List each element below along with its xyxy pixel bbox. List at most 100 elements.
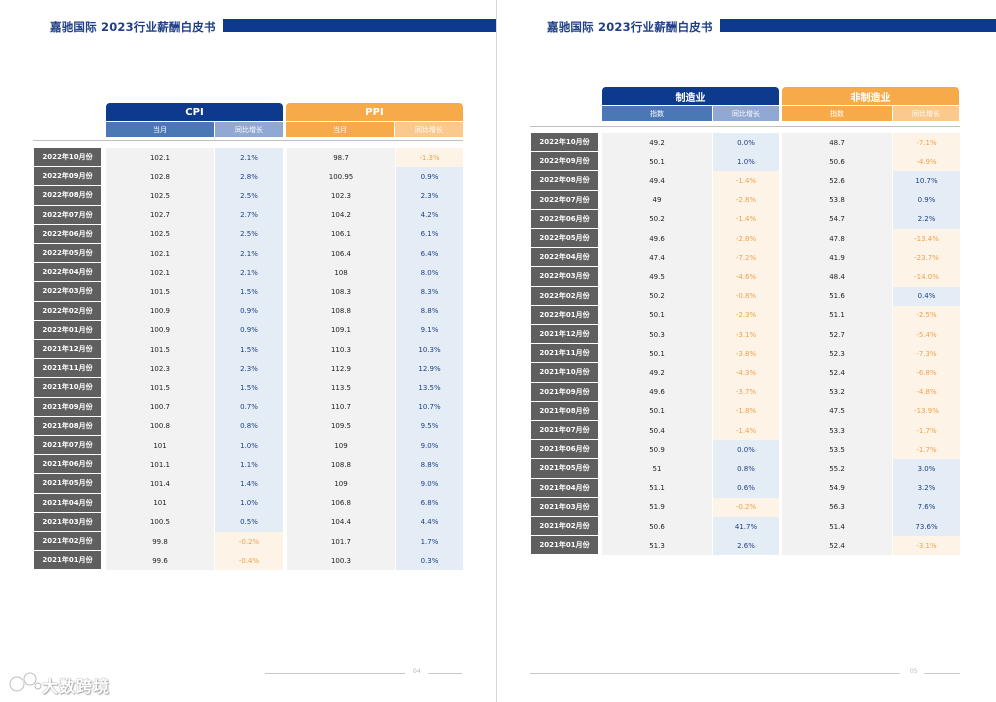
value-cell: 109.5 [287, 416, 395, 436]
page-number: 05 [910, 668, 918, 675]
value-cell: 53.5 [782, 440, 892, 460]
sub-header: 同比增长 [713, 106, 779, 121]
growth-cell: -3.1% [893, 536, 960, 556]
growth-cell: 12.9% [396, 359, 463, 379]
growth-cell: 0.9% [893, 190, 960, 210]
growth-cell: 2.7% [215, 205, 283, 225]
growth-cell: 2.6% [713, 536, 779, 556]
row-label: 2022年05月份 [531, 229, 598, 248]
value-cell: 102.8 [106, 167, 214, 187]
value-cell: 52.7 [782, 325, 892, 345]
row-label: 2021年11月份 [34, 359, 101, 378]
growth-cell: 2.5% [215, 224, 283, 244]
value-cell: 102.1 [106, 263, 214, 283]
value-cell: 99.8 [106, 532, 214, 552]
watermark-icon [8, 671, 42, 693]
row-label: 2022年10月份 [34, 148, 101, 167]
sub-header: 同比增长 [893, 106, 959, 121]
value-cell: 113.5 [287, 378, 395, 398]
growth-cell: -1.3% [396, 148, 463, 168]
row-label: 2022年07月份 [34, 205, 101, 224]
growth-cell: 8.3% [396, 282, 463, 302]
growth-cell: 9.0% [396, 436, 463, 456]
growth-cell: 6.1% [396, 224, 463, 244]
sub-header: 当月 [106, 122, 214, 137]
growth-cell: 0.9% [215, 301, 283, 321]
row-label: 2022年09月份 [531, 152, 598, 171]
page-number: 04 [413, 668, 421, 675]
value-cell: 101.4 [106, 474, 214, 494]
growth-cell: -7.3% [893, 344, 960, 364]
row-label: 2022年06月份 [34, 224, 101, 243]
growth-cell: 8.8% [396, 301, 463, 321]
row-label: 2022年02月份 [531, 286, 598, 305]
growth-cell: -1.4% [713, 421, 779, 441]
value-cell: 50.3 [602, 325, 712, 345]
row-label: 2021年12月份 [531, 325, 598, 344]
growth-cell: 6.4% [396, 244, 463, 264]
growth-cell: 73.6% [893, 517, 960, 537]
value-cell: 53.2 [782, 382, 892, 402]
growth-cell: -1.4% [713, 209, 779, 229]
growth-cell: 10.3% [396, 340, 463, 360]
value-cell: 110.7 [287, 397, 395, 417]
header-bar [223, 19, 496, 32]
growth-cell: -1.7% [893, 440, 960, 460]
footer-line [428, 673, 462, 674]
value-cell: 49 [602, 190, 712, 210]
row-label: 2021年06月份 [531, 440, 598, 459]
growth-cell: 2.8% [215, 167, 283, 187]
value-cell: 102.7 [106, 205, 214, 225]
growth-cell: -0.4% [215, 551, 283, 571]
growth-cell: 1.0% [215, 436, 283, 456]
growth-cell: 0.9% [215, 320, 283, 340]
value-cell: 50.4 [602, 421, 712, 441]
value-cell: 52.6 [782, 171, 892, 191]
growth-cell: 0.0% [713, 133, 779, 153]
value-cell: 101 [106, 493, 214, 513]
value-cell: 108.8 [287, 455, 395, 475]
page-spine [496, 0, 497, 702]
value-cell: 47.4 [602, 248, 712, 268]
value-cell: 50.1 [602, 152, 712, 172]
row-label: 2022年02月份 [34, 301, 101, 320]
row-label: 2022年05月份 [34, 244, 101, 263]
growth-cell: 41.7% [713, 517, 779, 537]
page-right: 嘉驰国际 2023行业薪酬白皮书 制造业 指数 同比增长 非制造业 指数 同比增长 2022… [498, 0, 996, 702]
watermark-text: 大数跨境 [42, 677, 111, 696]
growth-cell: 4.4% [396, 512, 463, 532]
growth-cell: -14.0% [893, 267, 960, 287]
row-label: 2022年04月份 [531, 248, 598, 267]
growth-cell: 2.1% [215, 244, 283, 264]
growth-cell: 9.1% [396, 320, 463, 340]
growth-cell: 13.5% [396, 378, 463, 398]
value-cell: 52.4 [782, 536, 892, 556]
growth-cell: 0.6% [713, 478, 779, 498]
value-cell: 102.3 [106, 359, 214, 379]
value-cell: 108.8 [287, 301, 395, 321]
growth-cell: 2.1% [215, 263, 283, 283]
row-label: 2021年03月份 [531, 497, 598, 516]
group-header: 非制造业 [782, 87, 959, 105]
value-cell: 41.9 [782, 248, 892, 268]
growth-cell: -3.1% [713, 325, 779, 345]
growth-cell: -1.4% [713, 171, 779, 191]
growth-cell: 6.8% [396, 493, 463, 513]
growth-cell: 0.8% [713, 459, 779, 479]
growth-cell: 0.9% [396, 167, 463, 187]
growth-cell: -2.8% [713, 229, 779, 249]
value-cell: 101.5 [106, 282, 214, 302]
growth-cell: 1.0% [215, 493, 283, 513]
growth-cell: -3.8% [713, 344, 779, 364]
value-cell: 109.1 [287, 320, 395, 340]
value-cell: 101.5 [106, 340, 214, 360]
growth-cell: -13.4% [893, 229, 960, 249]
value-cell: 49.2 [602, 133, 712, 153]
row-label: 2022年08月份 [34, 186, 101, 205]
value-cell: 106.8 [287, 493, 395, 513]
growth-cell: -4.9% [893, 152, 960, 172]
growth-cell: 1.5% [215, 340, 283, 360]
sub-header: 当月 [286, 122, 394, 137]
growth-cell: 2.3% [396, 186, 463, 206]
value-cell: 98.7 [287, 148, 395, 168]
